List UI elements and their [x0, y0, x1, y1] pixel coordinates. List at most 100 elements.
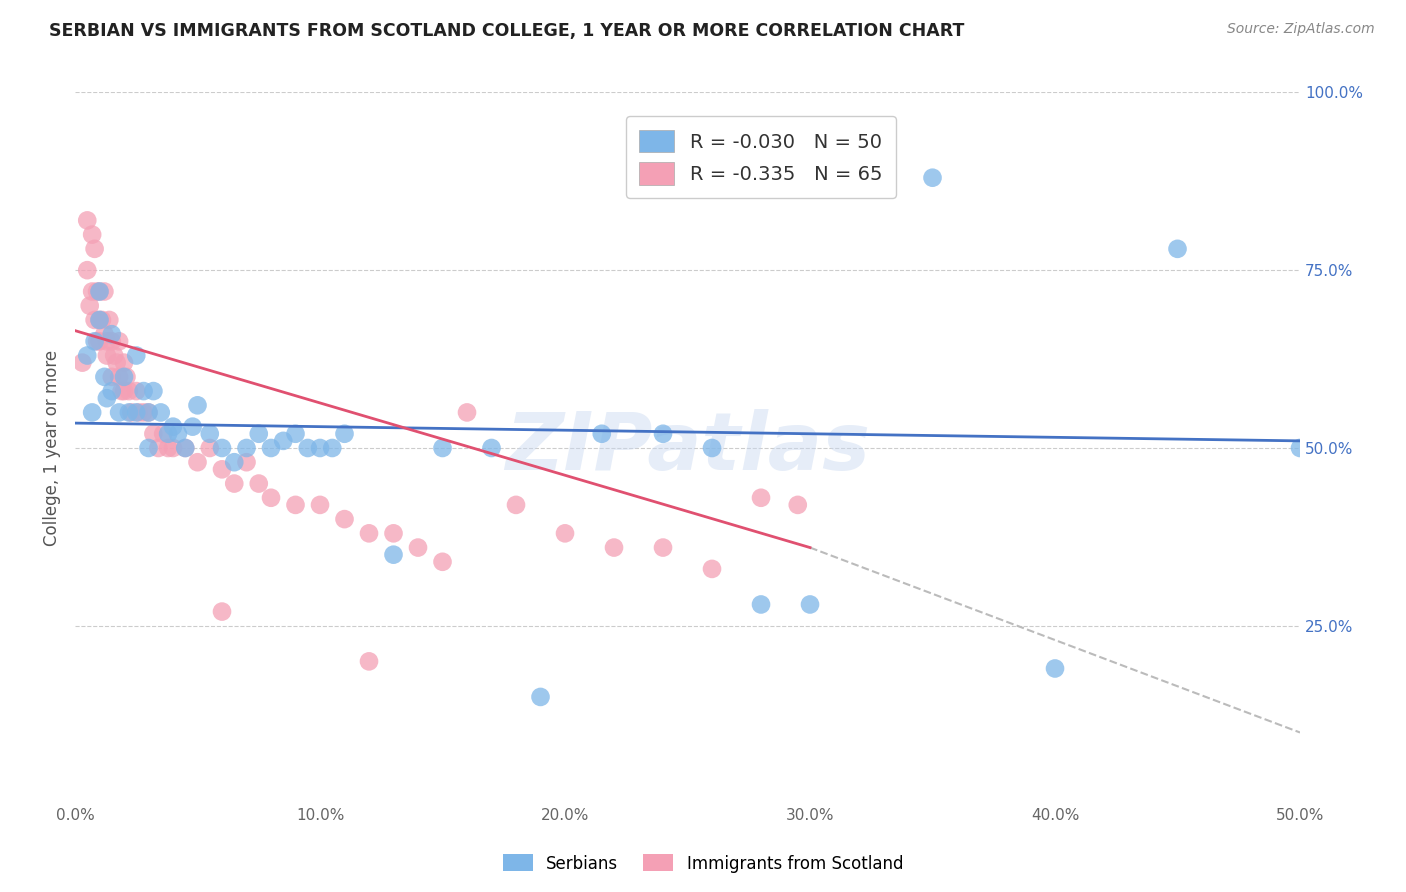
Point	[198, 441, 221, 455]
Point	[120, 405, 142, 419]
Point	[529, 690, 551, 704]
Point	[91, 313, 114, 327]
Point	[224, 455, 246, 469]
Point	[211, 462, 233, 476]
Point	[247, 476, 270, 491]
Point	[142, 384, 165, 398]
Point	[186, 398, 208, 412]
Point	[260, 491, 283, 505]
Point	[152, 426, 174, 441]
Point	[749, 491, 772, 505]
Point	[89, 313, 111, 327]
Point	[174, 441, 197, 455]
Point	[86, 285, 108, 299]
Y-axis label: College, 1 year or more: College, 1 year or more	[44, 350, 60, 546]
Point	[505, 498, 527, 512]
Point	[799, 598, 821, 612]
Point	[83, 242, 105, 256]
Text: SERBIAN VS IMMIGRANTS FROM SCOTLAND COLLEGE, 1 YEAR OR MORE CORRELATION CHART: SERBIAN VS IMMIGRANTS FROM SCOTLAND COLL…	[49, 22, 965, 40]
Point	[112, 369, 135, 384]
Legend: Serbians, Immigrants from Scotland: Serbians, Immigrants from Scotland	[496, 847, 910, 880]
Point	[76, 213, 98, 227]
Point	[108, 405, 131, 419]
Point	[128, 405, 150, 419]
Point	[83, 313, 105, 327]
Point	[333, 426, 356, 441]
Point	[96, 334, 118, 349]
Point	[118, 405, 141, 419]
Point	[591, 426, 613, 441]
Point	[652, 426, 675, 441]
Point	[700, 562, 723, 576]
Point	[125, 405, 148, 419]
Point	[138, 441, 160, 455]
Point	[235, 455, 257, 469]
Point	[186, 455, 208, 469]
Point	[93, 285, 115, 299]
Point	[108, 369, 131, 384]
Point	[162, 441, 184, 455]
Point	[125, 349, 148, 363]
Point	[118, 384, 141, 398]
Point	[125, 384, 148, 398]
Point	[72, 356, 94, 370]
Point	[297, 441, 319, 455]
Point	[174, 441, 197, 455]
Text: Source: ZipAtlas.com: Source: ZipAtlas.com	[1227, 22, 1375, 37]
Point	[100, 334, 122, 349]
Point	[357, 526, 380, 541]
Point	[382, 526, 405, 541]
Point	[211, 441, 233, 455]
Point	[82, 227, 104, 242]
Point	[456, 405, 478, 419]
Point	[110, 384, 132, 398]
Point	[149, 405, 172, 419]
Point	[1289, 441, 1312, 455]
Point	[79, 299, 101, 313]
Point	[132, 384, 155, 398]
Point	[284, 426, 307, 441]
Point	[89, 313, 111, 327]
Point	[554, 526, 576, 541]
Legend: R = -0.030   N = 50, R = -0.335   N = 65: R = -0.030 N = 50, R = -0.335 N = 65	[626, 116, 896, 198]
Point	[432, 441, 454, 455]
Point	[89, 334, 111, 349]
Point	[786, 498, 808, 512]
Point	[162, 419, 184, 434]
Point	[1043, 661, 1066, 675]
Point	[112, 356, 135, 370]
Point	[108, 334, 131, 349]
Point	[142, 426, 165, 441]
Point	[157, 441, 180, 455]
Point	[652, 541, 675, 555]
Point	[93, 369, 115, 384]
Point	[603, 541, 626, 555]
Point	[309, 441, 332, 455]
Point	[100, 384, 122, 398]
Point	[284, 498, 307, 512]
Point	[167, 426, 190, 441]
Point	[749, 598, 772, 612]
Point	[321, 441, 343, 455]
Point	[115, 369, 138, 384]
Point	[100, 369, 122, 384]
Point	[198, 426, 221, 441]
Point	[333, 512, 356, 526]
Point	[96, 391, 118, 405]
Point	[382, 548, 405, 562]
Point	[82, 285, 104, 299]
Text: ZIPatlas: ZIPatlas	[505, 409, 870, 487]
Point	[235, 441, 257, 455]
Point	[103, 349, 125, 363]
Point	[105, 356, 128, 370]
Point	[247, 426, 270, 441]
Point	[181, 419, 204, 434]
Point	[406, 541, 429, 555]
Point	[96, 349, 118, 363]
Point	[138, 405, 160, 419]
Point	[357, 654, 380, 668]
Point	[157, 426, 180, 441]
Point	[271, 434, 294, 448]
Point	[100, 327, 122, 342]
Point	[93, 327, 115, 342]
